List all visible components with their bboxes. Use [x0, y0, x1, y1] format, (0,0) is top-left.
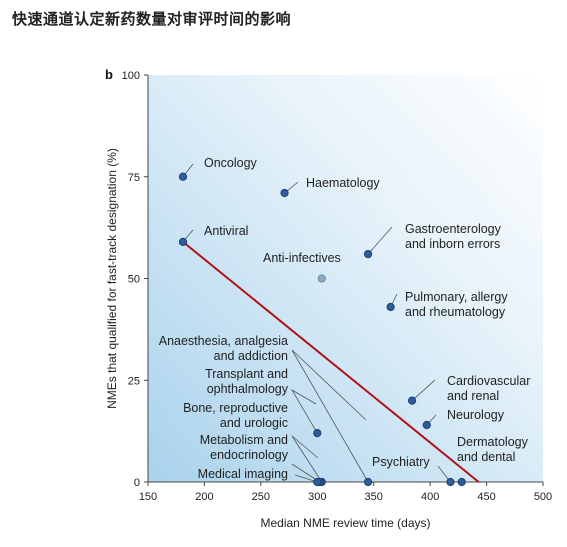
x-axis-title: Median NME review time (days) — [260, 516, 430, 530]
y-axis-title: NMEs that qualified for fast-track desig… — [105, 148, 119, 409]
point-label: Dermatology and dental — [457, 435, 529, 464]
point-label-line: and renal — [447, 389, 499, 403]
data-point — [178, 237, 188, 246]
point-label-line: endocrinology — [210, 448, 289, 462]
data-point — [457, 477, 466, 487]
data-point — [313, 429, 322, 438]
point-label: Anaesthesia, analgesia and addiction — [159, 334, 288, 363]
x-tick-label: 350 — [365, 491, 383, 503]
data-point — [313, 477, 322, 487]
leader-line — [291, 349, 369, 483]
point-label: Anti-infectives — [263, 251, 341, 265]
point-label: Haematology — [306, 176, 380, 190]
data-point — [363, 249, 373, 259]
point-label-line: Antiviral — [204, 224, 248, 238]
point-label-line: Anaesthesia, analgesia — [159, 334, 288, 348]
leader-line — [367, 226, 393, 255]
point-label-line: and addiction — [214, 349, 288, 363]
point-label-line: ophthalmology — [207, 382, 289, 396]
point-label: Psychiatry — [372, 455, 430, 469]
plot-area — [148, 75, 543, 482]
point-label-line: Neurology — [447, 408, 505, 422]
leader-line — [291, 435, 323, 483]
point-label: Antiviral — [204, 224, 248, 238]
x-tick-label: 250 — [252, 491, 270, 503]
x-tick-label: 300 — [308, 491, 326, 503]
point-label-line: Medical imaging — [198, 467, 288, 481]
data-point — [317, 274, 326, 283]
leader-line — [411, 379, 436, 401]
x-tick-label: 150 — [139, 491, 157, 503]
x-tick-label: 450 — [477, 491, 495, 503]
panel-label: b — [105, 67, 113, 82]
x-tick-label: 400 — [421, 491, 439, 503]
x-tick-label: 200 — [195, 491, 213, 503]
point-label-line: Metabolism and — [200, 433, 288, 447]
point-label-line: Gastroenterology — [405, 222, 502, 236]
leader-line — [290, 388, 318, 434]
point-label: Transplant and ophthalmology — [205, 367, 289, 396]
x-tick-label: 500 — [534, 491, 552, 503]
data-point — [363, 477, 373, 487]
point-label-line: Haematology — [306, 176, 380, 190]
y-tick-label: 0 — [134, 477, 140, 489]
y-tick-label: 50 — [128, 274, 140, 286]
point-label-line: and urologic — [220, 416, 288, 430]
data-point — [407, 396, 417, 405]
data-point — [422, 420, 431, 430]
point-label-line: and dental — [457, 450, 515, 464]
point-label: Pulmonary, allergy and rheumatology — [405, 290, 508, 319]
data-point — [178, 172, 188, 181]
y-tick-label: 25 — [128, 375, 140, 387]
point-label-line: Transplant and — [205, 367, 288, 381]
point-label-line: Dermatology — [457, 435, 529, 449]
point-label-line: Psychiatry — [372, 455, 430, 469]
point-label-line: Oncology — [204, 156, 258, 170]
point-label-line: and rheumatology — [405, 305, 506, 319]
point-label-line: and inborn errors — [405, 237, 500, 251]
point-label-line: Pulmonary, allergy — [405, 290, 508, 304]
point-label: Medical imaging — [198, 467, 288, 481]
point-label: Gastroenterology and inborn errors — [405, 222, 502, 251]
point-label: Neurology — [447, 408, 505, 422]
point-label-line: Bone, reproductive — [183, 401, 288, 415]
data-point — [446, 477, 455, 487]
data-point — [280, 188, 289, 198]
data-point — [386, 302, 395, 312]
point-label-line: Anti-infectives — [263, 251, 341, 265]
page-title: 快速通道认定新药数量对审评时间的影响 — [12, 11, 292, 28]
point-label-line: Cardiovascular — [447, 374, 530, 388]
point-label: Bone, reproductive and urologic — [183, 401, 288, 430]
y-tick-label: 100 — [122, 70, 140, 82]
trend-line — [182, 241, 480, 483]
y-tick-label: 75 — [128, 172, 140, 184]
point-label: Oncology — [204, 156, 258, 170]
point-label: Metabolism and endocrinology — [200, 433, 289, 462]
point-label: Cardiovascular and renal — [447, 374, 530, 403]
